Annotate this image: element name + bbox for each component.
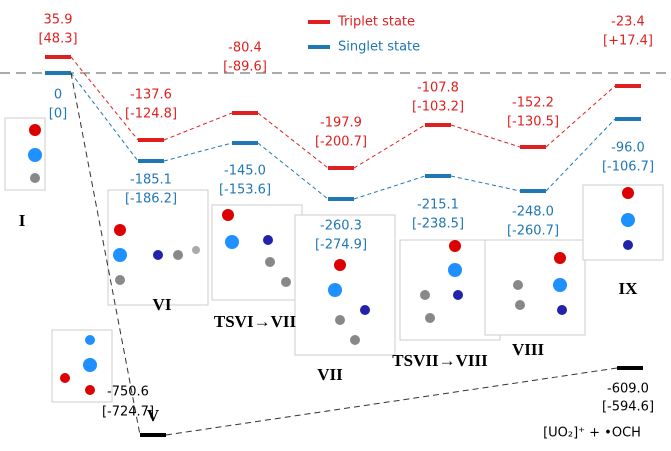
state-label: V [147, 406, 160, 425]
singlet-connector [546, 119, 615, 191]
state-label: VIII [512, 340, 545, 359]
triplet-energy: -107.8 [417, 81, 459, 96]
product-label: [UO₂]⁺ + •OCH [543, 426, 641, 441]
singlet-connector [451, 176, 520, 191]
energy-diagram: Triplet state Singlet state 35.9 [48.3] 0 [0]… [0, 0, 671, 447]
state-label: I [19, 211, 26, 230]
triplet-energy-alt: [48.3] [38, 32, 77, 47]
side-energy: -750.6 [107, 385, 149, 400]
state-label: IX [619, 279, 639, 298]
singlet-energy: -96.0 [611, 141, 645, 156]
singlet-energy-alt: [-274.9] [315, 238, 367, 253]
singlet-energy-alt: [-238.5] [412, 217, 464, 232]
triplet-energy-alt: [+17.4] [603, 34, 653, 49]
triplet-energy-alt: [-103.2] [412, 100, 464, 115]
product-energy-alt: [-594.6] [602, 400, 654, 415]
singlet-energy: -260.3 [320, 219, 362, 234]
triplet-energy: 35.9 [44, 13, 73, 28]
structures [5, 118, 663, 402]
singlet-connector [354, 176, 425, 199]
singlet-energy-alt: [-260.7] [507, 224, 559, 239]
triplet-energy-alt: [-124.8] [125, 107, 177, 122]
triplet-energy: -80.4 [228, 41, 262, 56]
triplet-energy-alt: [-130.5] [507, 115, 559, 130]
triplet-energy: -197.9 [320, 116, 362, 131]
singlet-energy-alt: [0] [49, 107, 67, 122]
singlet-energy: -145.0 [224, 164, 266, 179]
triplet-energy: -23.4 [611, 15, 645, 30]
product-energy: -609.0 [607, 382, 649, 397]
triplet-energy-alt: [-200.7] [315, 135, 367, 150]
singlet-connector [164, 143, 232, 161]
singlet-energy: -215.1 [417, 198, 459, 213]
state-label: TSVII→VIII [392, 351, 488, 370]
triplet-energy: -152.2 [512, 96, 554, 111]
singlet-energy-alt: [-106.7] [602, 160, 654, 175]
state-label: VII [317, 365, 343, 384]
singlet-energy-alt: [-153.6] [219, 183, 271, 198]
singlet-energy: 0 [54, 88, 62, 103]
triplet-energy: -137.6 [130, 88, 172, 103]
triplet-energy-alt: [-89.6] [223, 60, 267, 75]
state-label: TSVI→VII [214, 312, 297, 331]
singlet-energy-alt: [-186.2] [125, 192, 177, 207]
singlet-energy: -185.1 [130, 173, 172, 188]
singlet-energy: -248.0 [512, 205, 554, 220]
legend-label: Singlet state [338, 40, 420, 55]
legend-label: Triplet state [337, 15, 415, 30]
state-label: VI [153, 295, 172, 314]
